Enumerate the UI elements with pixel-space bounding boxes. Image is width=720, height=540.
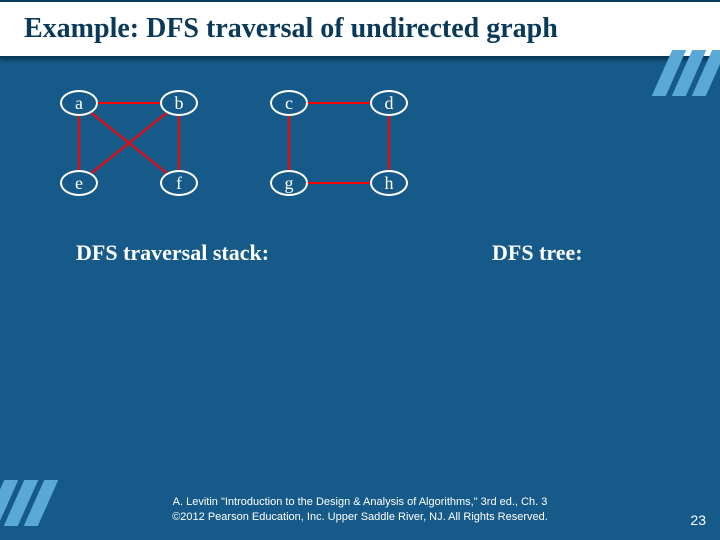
tree-label: DFS tree: [492, 240, 583, 266]
footer: A. Levitin "Introduction to the Design &… [0, 495, 720, 524]
node-d: d [370, 90, 408, 116]
node-b: b [160, 90, 198, 116]
node-a: a [60, 90, 98, 116]
footer-line2: ©2012 Pearson Education, Inc. Upper Sadd… [0, 510, 720, 524]
page-number: 23 [690, 512, 706, 528]
node-h: h [370, 170, 408, 196]
page-title: Example: DFS traversal of undirected gra… [24, 13, 558, 45]
decoration-top-right [650, 50, 720, 96]
node-e: e [60, 170, 98, 196]
title-bar: Example: DFS traversal of undirected gra… [0, 0, 720, 58]
stack-label: DFS traversal stack: [76, 240, 269, 266]
node-g: g [270, 170, 308, 196]
decoration-bottom-left [0, 480, 52, 526]
graph-edges [60, 90, 420, 220]
node-f: f [160, 170, 198, 196]
node-c: c [270, 90, 308, 116]
footer-line1: A. Levitin "Introduction to the Design &… [0, 495, 720, 509]
graph-diagram: a b c d e f g h [60, 90, 420, 220]
